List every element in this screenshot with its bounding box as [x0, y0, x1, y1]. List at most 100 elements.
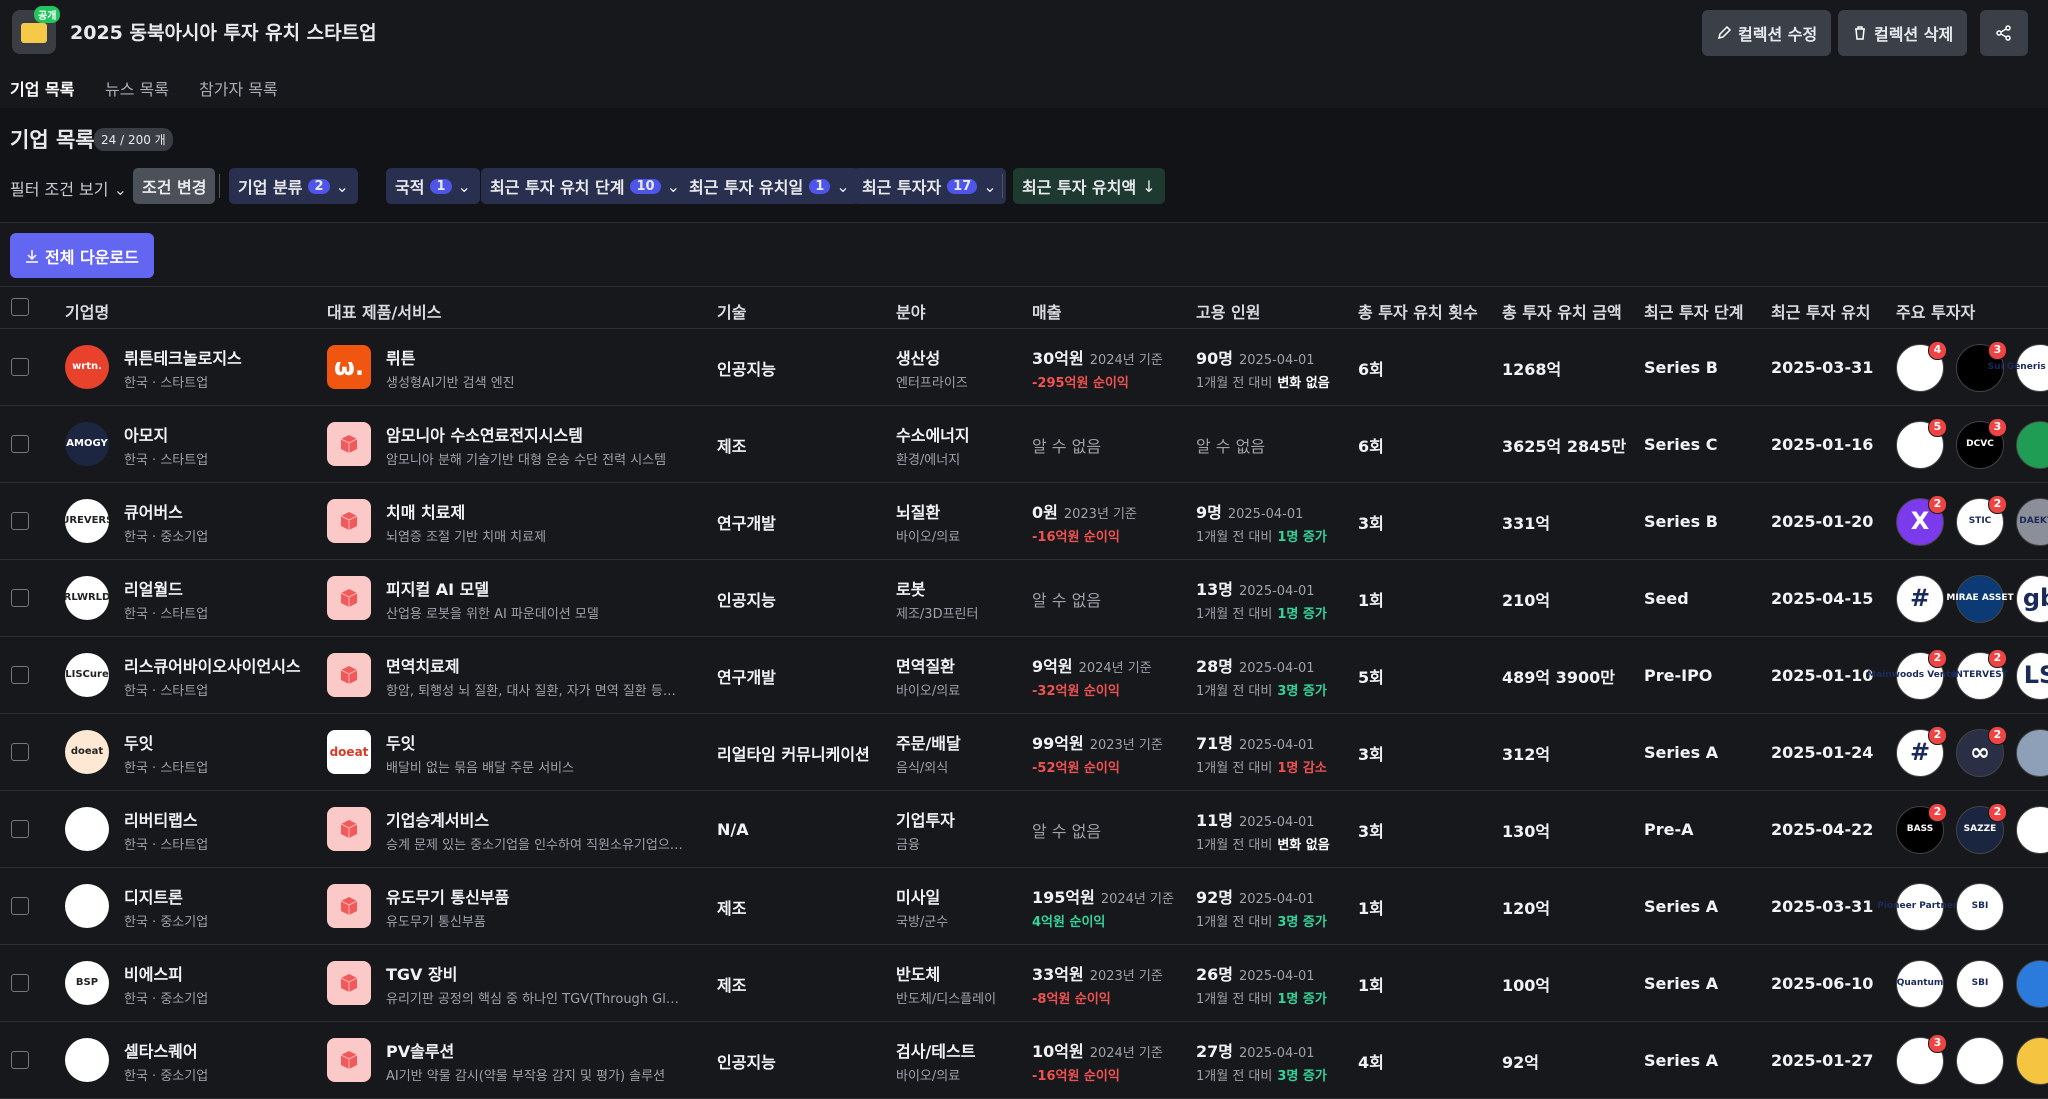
column-header: 기업명: [65, 303, 110, 322]
public-badge: 공개: [34, 6, 61, 23]
rounds-cell: 1회: [1358, 945, 1384, 1022]
tech: 제조: [717, 436, 747, 456]
revenue-value: 99억원: [1032, 733, 1084, 753]
filter-chip[interactable]: 국적 1 ⌄: [386, 168, 480, 204]
stage: Pre-IPO: [1644, 666, 1713, 685]
field-cell: 로봇 제조/3D프린터: [896, 560, 978, 637]
change-button[interactable]: 조건 변경: [133, 168, 216, 204]
investor-name: SBI: [1971, 900, 1989, 911]
row-checkbox[interactable]: [11, 358, 29, 376]
chip-caret: ⌄: [983, 176, 997, 196]
date: 2025-01-20: [1771, 512, 1874, 531]
divider: [219, 174, 220, 198]
employees-change-line: 1개월 전 대비 1명 감소: [1196, 757, 1327, 776]
company-logo: LISCure: [65, 653, 109, 697]
company-logo: [65, 1038, 109, 1082]
product-desc: 산업용 로봇을 위한 AI 파운데이션 모델: [386, 606, 599, 622]
filter-chip[interactable]: 최근 투자 유치일 1 ⌄: [680, 168, 859, 204]
row-checkbox[interactable]: [11, 435, 29, 453]
row-checkbox[interactable]: [11, 820, 29, 838]
company-type: 한국 · 스타트업: [124, 760, 209, 776]
tab[interactable]: 기업 목록: [10, 76, 75, 110]
investor-name: LS: [2023, 661, 2048, 690]
edit-button[interactable]: 컬렉션 수정: [1702, 10, 1832, 56]
row-checkbox[interactable]: [11, 897, 29, 915]
table-row: wrtn. 뤼튼테크놀로지스 한국 · 스타트업 ѡ. 뤼튼 생성형AI기반 검색 엔진 인…: [0, 329, 2048, 406]
filter-toggle[interactable]: 필터 조건 보기 ⌄: [10, 180, 127, 199]
employees-line: 26명 2025-04-01: [1196, 961, 1327, 985]
investors-cell: 3: [1896, 1022, 2048, 1099]
row-checkbox[interactable]: [11, 743, 29, 761]
employees-date: 2025-04-01: [1239, 583, 1315, 599]
filter-chip[interactable]: 최근 투자 유치 단계 10 ⌄: [481, 168, 689, 204]
tech-cell: 인공지능: [717, 329, 776, 406]
field: 주문/배달: [896, 733, 961, 753]
investor-name: ∞: [1970, 738, 1990, 767]
chip-label: 최근 투자 유치 단계: [490, 178, 625, 197]
date-cell: 2025-01-10: [1771, 637, 1873, 714]
employees-cell: 9명 2025-04-01 1개월 전 대비 1명 증가: [1196, 483, 1327, 560]
tab[interactable]: 참가자 목록: [199, 80, 278, 99]
amount-cell: 92억: [1502, 1022, 1539, 1099]
sort-chip[interactable]: 최근 투자 유치액 ↓: [1013, 168, 1165, 204]
row-checkbox[interactable]: [11, 512, 29, 530]
stage: Seed: [1644, 589, 1689, 608]
list-header: 기업 목록 24 / 200 개 필터 조건 보기 ⌄ 조건 변경 기업 분류 2…: [0, 108, 2048, 223]
investor-logo: [2016, 1036, 2048, 1085]
share-icon: [1996, 25, 2011, 41]
amount-cell: 1268억: [1502, 329, 1561, 406]
delete-button[interactable]: 컬렉션 삭제: [1838, 10, 1968, 56]
revenue-line: 195억원 2024년 기준: [1032, 884, 1174, 908]
filter-chip[interactable]: 최근 투자자 17 ⌄: [853, 168, 1006, 204]
stage: Series C: [1644, 435, 1718, 454]
change-prefix: 1개월 전 대비: [1196, 683, 1273, 699]
select-all-checkbox[interactable]: [11, 298, 29, 316]
employees-change-line: 1개월 전 대비 1명 증가: [1196, 603, 1327, 622]
product-desc: 유도무기 통신부품: [386, 914, 486, 930]
investor-name: Quantum: [1896, 977, 1944, 988]
row-checkbox[interactable]: [11, 666, 29, 684]
table-row: LISCure 리스큐어바이오사이언시스 한국 · 스타트업 면역치료제 항암, 퇴행성…: [0, 637, 2048, 714]
tab[interactable]: 뉴스 목록: [105, 80, 169, 99]
revenue-basis: 2024년 기준: [1089, 1045, 1163, 1061]
investors-cell: X2STIC2DAEKYO: [1896, 483, 2048, 560]
column-header: 최근 투자 유치: [1771, 303, 1871, 322]
product-name: TGV 장비: [386, 964, 458, 984]
row-checkbox[interactable]: [11, 1051, 29, 1069]
product-name: 면역치료제: [386, 656, 460, 676]
amount-cell: 100억: [1502, 945, 1550, 1022]
date: 2025-01-16: [1771, 435, 1874, 454]
filter-chip[interactable]: 기업 분류 2 ⌄: [229, 168, 358, 204]
rounds-cell: 6회: [1358, 329, 1384, 406]
revenue-value: 0원: [1032, 502, 1058, 522]
amount: 312억: [1502, 744, 1551, 764]
company-type: 한국 · 스타트업: [124, 683, 209, 699]
employees-value: 92명: [1196, 887, 1233, 907]
field-sub: 금융: [896, 837, 920, 853]
share-button[interactable]: [1980, 10, 2028, 56]
revenue-cell: 알 수 없음: [1032, 791, 1101, 868]
investor-name: X: [1910, 507, 1930, 536]
investor-logo: #2: [1896, 725, 1947, 777]
investor-name: Sui Generis Partners: [1987, 361, 2048, 372]
column-header: 총 투자 유치 횟수: [1358, 303, 1478, 322]
investors-cell: Pioneer Partners SBI: [1877, 868, 2004, 945]
company-cell: 리버티랩스 한국 · 스타트업: [124, 791, 208, 868]
field: 수소에너지: [896, 425, 970, 445]
product-icon: [327, 576, 371, 620]
row-checkbox[interactable]: [11, 974, 29, 992]
row-checkbox[interactable]: [11, 589, 29, 607]
revenue-cell: 33억원 2023년 기준 -8억원 순이익: [1032, 945, 1163, 1022]
product-icon: [327, 499, 371, 543]
revenue-cell: 알 수 없음: [1032, 406, 1101, 483]
download-button[interactable]: 전체 다운로드: [10, 233, 154, 278]
product-icon: doeat: [327, 730, 371, 774]
date-cell: 2025-04-22: [1771, 791, 1873, 868]
rounds-cell: 1회: [1358, 560, 1384, 637]
table-row: BSP 비에스피 한국 · 중소기업 TGV 장비 유리기판 공정의 핵심 중 하나인 …: [0, 945, 2048, 1022]
employees-date: 2025-04-01: [1239, 968, 1315, 984]
investor-logo: [2016, 805, 2048, 854]
employees-line: 11명 2025-04-01: [1196, 807, 1330, 831]
table-row: RLWRLD 리얼월드 한국 · 스타트업 피지컬 AI 모델 산업용 로봇을 위한 A…: [0, 560, 2048, 637]
